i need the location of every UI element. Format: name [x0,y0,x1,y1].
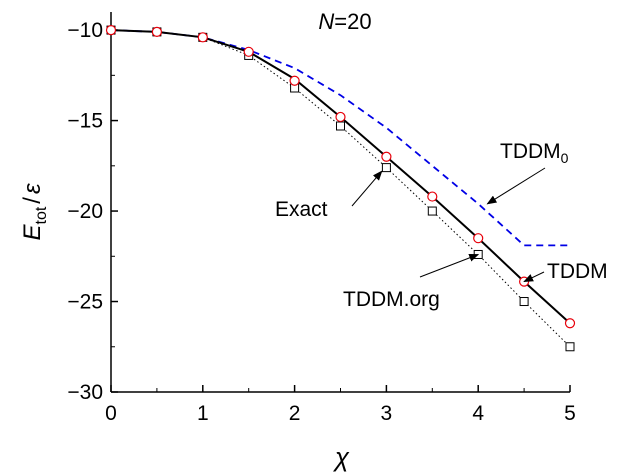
y-label-slash: / [19,197,46,204]
y-label-main: E [19,224,46,241]
marker-tddm [151,26,162,38]
marker-tddm-org [473,249,483,259]
annotation-tddm-org-arrow [419,254,480,278]
series-lines [110,29,571,348]
marker-tddm-org [565,342,575,352]
annotation-tddm0-arrow [486,167,546,205]
marker-tddm [381,151,392,162]
series-markers [105,24,576,352]
x-tick-label: 1 [197,402,209,425]
annotation-tddm0-sub: 0 [561,150,569,166]
marker-tddm [427,191,438,202]
chart-title: N=20 [318,9,371,34]
plot-frame [110,12,570,393]
annotation-tddm-org: TDDM.org [343,288,440,311]
annotation-exact: Exact [275,198,328,221]
annotation-tddm: TDDM [547,260,608,283]
y-tick-label: −15 [67,110,103,133]
marker-tddm [197,32,208,43]
marker-tddm-org [381,163,391,173]
marker-tddm [518,276,530,287]
marker-tddm [473,233,484,244]
y-tick-label: −30 [67,381,103,404]
y-axis-label: Etot / ε [19,183,50,240]
annotation-exact-arrow [351,170,383,207]
y-tick-label: −10 [67,19,103,42]
x-tick-label: 0 [105,402,117,425]
series-line-exact [110,29,571,324]
marker-tddm [243,46,254,57]
y-label-denom: ε [19,183,46,194]
x-tick-label: 2 [289,402,301,425]
annotation-tddm-arrow [523,271,545,283]
x-tick-label: 4 [472,402,484,425]
annotation-tddm0: TDDM0 [500,140,569,166]
title-value: =20 [334,9,371,34]
series-line-tddm0 [110,29,570,247]
marker-tddm [564,318,576,329]
series-line-tddm-org [110,29,571,348]
marker-tddm [289,75,300,86]
marker-tddm-org [519,297,529,307]
x-tick-label: 3 [381,402,393,425]
y-tick-label: −25 [67,291,103,314]
x-tick-label: 5 [564,402,576,425]
x-axis-label: χ [333,442,350,472]
marker-tddm [105,24,117,36]
y-label-sub: tot [33,206,50,224]
marker-tddm-org [336,121,345,131]
annotations: Exact TDDM TDDM.org TDDM0 [275,140,608,311]
marker-tddm-org [427,206,437,216]
axis-ticks: 0 1 2 3 4 5 −10 −15 −20 −25 −30 [67,19,575,425]
title-symbol: N [318,9,334,34]
marker-tddm [335,111,346,123]
annotation-tddm0-main: TDDM [500,140,561,163]
y-tick-label: −20 [67,200,103,223]
